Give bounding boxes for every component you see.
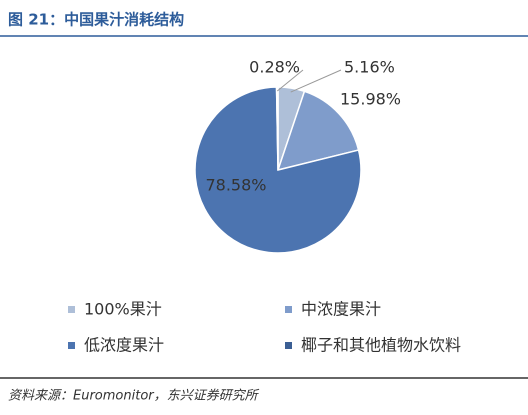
legend-marker bbox=[285, 342, 292, 349]
legend-label: 椰子和其他植物水饮料 bbox=[301, 336, 461, 355]
legend-marker bbox=[68, 306, 75, 313]
source: 资料来源：Euromonitor，东兴证券研究所 bbox=[8, 388, 260, 404]
leader-line bbox=[290, 69, 342, 93]
data-label: 78.58% bbox=[205, 176, 266, 195]
legend-marker bbox=[68, 342, 75, 349]
data-label: 15.98% bbox=[340, 90, 401, 109]
data-label: 5.16% bbox=[344, 58, 395, 77]
pie-slice bbox=[275, 86, 279, 171]
legend-label: 中浓度果汁 bbox=[301, 300, 381, 319]
leader-line bbox=[276, 69, 304, 92]
pie-slice bbox=[276, 90, 360, 172]
legend-label: 100%果汁 bbox=[84, 300, 162, 319]
chart-title: 图 21：中国果汁消耗结构 bbox=[8, 11, 184, 29]
data-label: 0.28% bbox=[249, 58, 300, 77]
legend-marker bbox=[285, 306, 292, 313]
legend-label: 低浓度果汁 bbox=[84, 336, 164, 355]
